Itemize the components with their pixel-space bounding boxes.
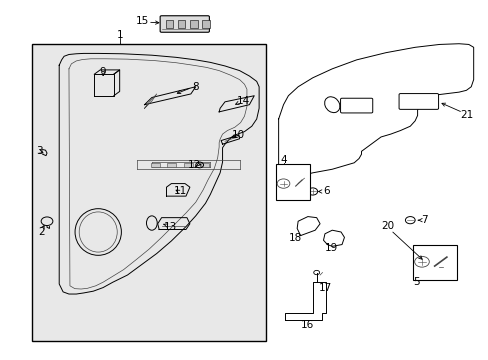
Text: 19: 19 [324,243,337,253]
Text: 13: 13 [163,222,177,231]
Text: 14: 14 [236,96,250,106]
Text: 17: 17 [318,283,331,293]
FancyBboxPatch shape [160,16,209,32]
Text: 4: 4 [280,155,286,165]
FancyBboxPatch shape [398,94,438,109]
Bar [165,21,173,28]
Bar [151,163,159,167]
Text: 5: 5 [412,277,419,287]
Text: 2: 2 [38,227,44,237]
FancyBboxPatch shape [340,98,372,113]
Bar [189,21,197,28]
Bar [412,244,456,280]
Text: 15: 15 [135,17,148,27]
Text: 16: 16 [301,320,314,330]
Bar [177,21,185,28]
Text: 12: 12 [188,159,201,170]
Bar [200,163,209,167]
Bar [167,163,176,167]
Text: 11: 11 [173,186,186,197]
Text: 10: 10 [231,130,244,140]
Text: 8: 8 [192,82,199,92]
Bar [32,44,266,341]
Text: 6: 6 [323,186,329,197]
Bar [183,163,192,167]
Text: 7: 7 [421,215,427,225]
Bar [202,21,209,28]
Bar [276,164,310,200]
Text: 20: 20 [380,221,393,231]
Text: 18: 18 [288,233,302,243]
Text: 21: 21 [459,110,472,120]
Text: 9: 9 [100,67,106,77]
Text: 3: 3 [36,146,42,156]
Text: 1: 1 [117,30,123,40]
